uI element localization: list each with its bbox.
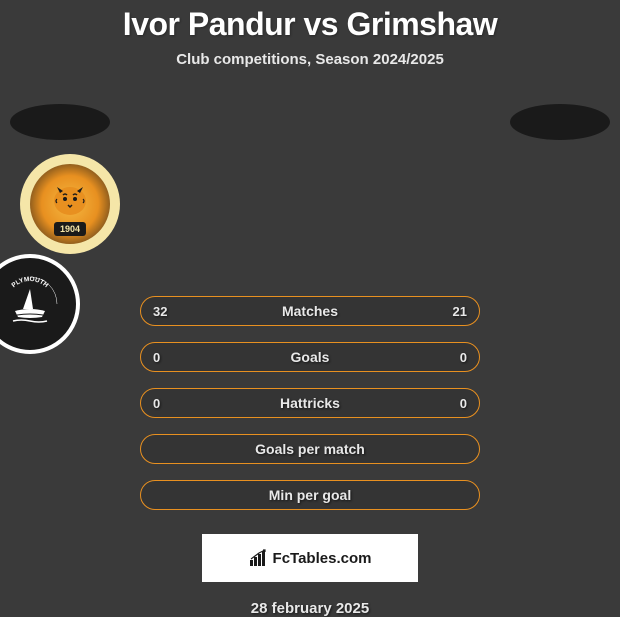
stat-right-value: 0 (460, 350, 467, 365)
hull-year-label: 1904 (54, 222, 86, 236)
svg-text:PLYMOUTH: PLYMOUTH (11, 276, 50, 289)
stat-right-value: 21 (453, 304, 467, 319)
ship-icon: PLYMOUTH (0, 269, 65, 339)
stat-label: Goals per match (255, 441, 365, 457)
stat-row-goals-per-match: Goals per match (140, 434, 480, 464)
comparison-title: Ivor Pandur vs Grimshaw (0, 6, 620, 43)
infographic-container: Ivor Pandur vs Grimshaw Club competition… (0, 0, 620, 617)
plymouth-badge-inner: PLYMOUTH (0, 269, 65, 339)
comparison-area: 1904 PLYMOUTH (0, 96, 620, 617)
hull-city-badge: 1904 (20, 154, 120, 254)
stat-right-value: 0 (460, 396, 467, 411)
stat-label: Matches (282, 303, 338, 319)
stat-row-min-per-goal: Min per goal (140, 480, 480, 510)
left-shadow-oval (10, 104, 110, 140)
stat-label: Min per goal (269, 487, 351, 503)
stats-column: 32 Matches 21 0 Goals 0 0 Hattricks 0 Go… (140, 296, 480, 510)
stat-left-value: 0 (153, 396, 160, 411)
comparison-subtitle: Club competitions, Season 2024/2025 (0, 51, 620, 68)
stat-row-matches: 32 Matches 21 (140, 296, 480, 326)
stat-left-value: 32 (153, 304, 167, 319)
stat-label: Goals (291, 349, 330, 365)
stat-left-value: 0 (153, 350, 160, 365)
chart-icon (249, 549, 267, 567)
plymouth-badge: PLYMOUTH (0, 254, 80, 354)
fctables-watermark: FcTables.com (202, 534, 418, 582)
fctables-label: FcTables.com (273, 550, 372, 567)
date-label: 28 february 2025 (0, 600, 620, 617)
stat-row-hattricks: 0 Hattricks 0 (140, 388, 480, 418)
stat-label: Hattricks (280, 395, 340, 411)
stat-row-goals: 0 Goals 0 (140, 342, 480, 372)
right-shadow-oval (510, 104, 610, 140)
hull-badge-inner: 1904 (30, 164, 110, 244)
